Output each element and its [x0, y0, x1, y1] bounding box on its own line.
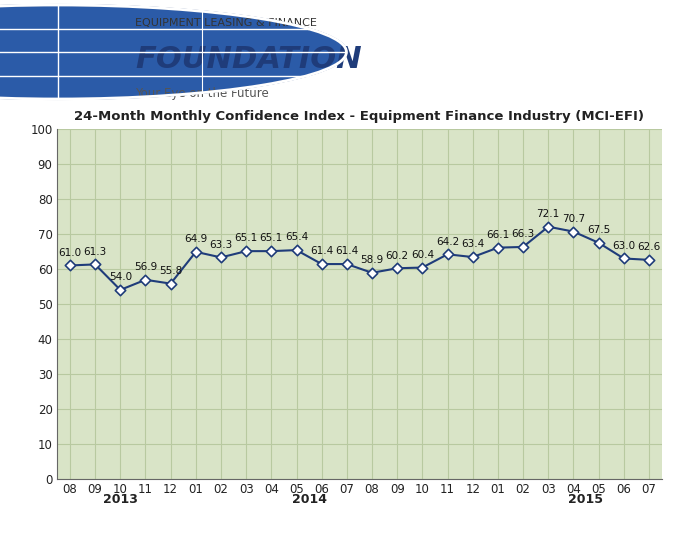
Text: 64.2: 64.2 [436, 236, 459, 246]
Point [215, 253, 226, 262]
Point [643, 255, 654, 264]
Point [140, 276, 151, 284]
Point [467, 252, 478, 261]
Point [190, 248, 201, 256]
Point [165, 279, 176, 288]
Text: 54.0: 54.0 [109, 272, 132, 282]
Point [493, 243, 504, 252]
Text: 66.3: 66.3 [512, 229, 535, 239]
Point [90, 260, 101, 269]
Text: 2015: 2015 [568, 493, 603, 505]
Text: 61.3: 61.3 [84, 247, 107, 257]
Point [115, 285, 126, 294]
Point [241, 247, 252, 256]
Text: 64.9: 64.9 [184, 234, 207, 244]
Point [266, 247, 277, 256]
Point [543, 222, 554, 231]
Point [518, 243, 529, 251]
Point [392, 264, 402, 273]
Text: 58.9: 58.9 [360, 255, 383, 265]
Text: 61.4: 61.4 [310, 246, 333, 256]
Text: 63.4: 63.4 [461, 239, 485, 249]
Text: FOUNDATION: FOUNDATION [135, 45, 362, 74]
Text: 61.4: 61.4 [335, 246, 358, 256]
Text: Your Eye on the Future: Your Eye on the Future [135, 87, 269, 100]
Point [568, 227, 578, 236]
Point [618, 254, 629, 263]
Text: 62.6: 62.6 [637, 242, 661, 252]
Point [367, 268, 377, 277]
Text: 65.1: 65.1 [234, 233, 258, 244]
Text: 55.8: 55.8 [159, 266, 182, 276]
Text: 67.5: 67.5 [587, 225, 610, 235]
Text: 66.1: 66.1 [486, 230, 510, 240]
Text: 65.1: 65.1 [260, 233, 283, 244]
Text: 63.0: 63.0 [612, 241, 635, 251]
Point [442, 250, 453, 258]
Point [65, 261, 76, 270]
Point [417, 263, 428, 272]
Text: 61.0: 61.0 [59, 248, 82, 258]
Text: 65.4: 65.4 [285, 233, 308, 243]
Point [317, 260, 327, 268]
Point [593, 238, 604, 247]
Text: 2013: 2013 [103, 493, 138, 505]
Text: 72.1: 72.1 [537, 209, 560, 219]
Text: 70.7: 70.7 [562, 214, 585, 224]
Point [342, 260, 352, 268]
Text: 60.4: 60.4 [411, 250, 434, 260]
Text: 56.9: 56.9 [134, 262, 157, 272]
Text: 60.2: 60.2 [385, 251, 409, 261]
Text: 2014: 2014 [292, 493, 327, 505]
Text: EQUIPMENT LEASING & FINANCE: EQUIPMENT LEASING & FINANCE [135, 18, 317, 28]
Point [291, 246, 302, 255]
Text: 63.3: 63.3 [209, 240, 233, 250]
Ellipse shape [0, 5, 346, 99]
Title: 24-Month Monthly Confidence Index - Equipment Finance Industry (MCI-EFI): 24-Month Monthly Confidence Index - Equi… [74, 109, 645, 123]
